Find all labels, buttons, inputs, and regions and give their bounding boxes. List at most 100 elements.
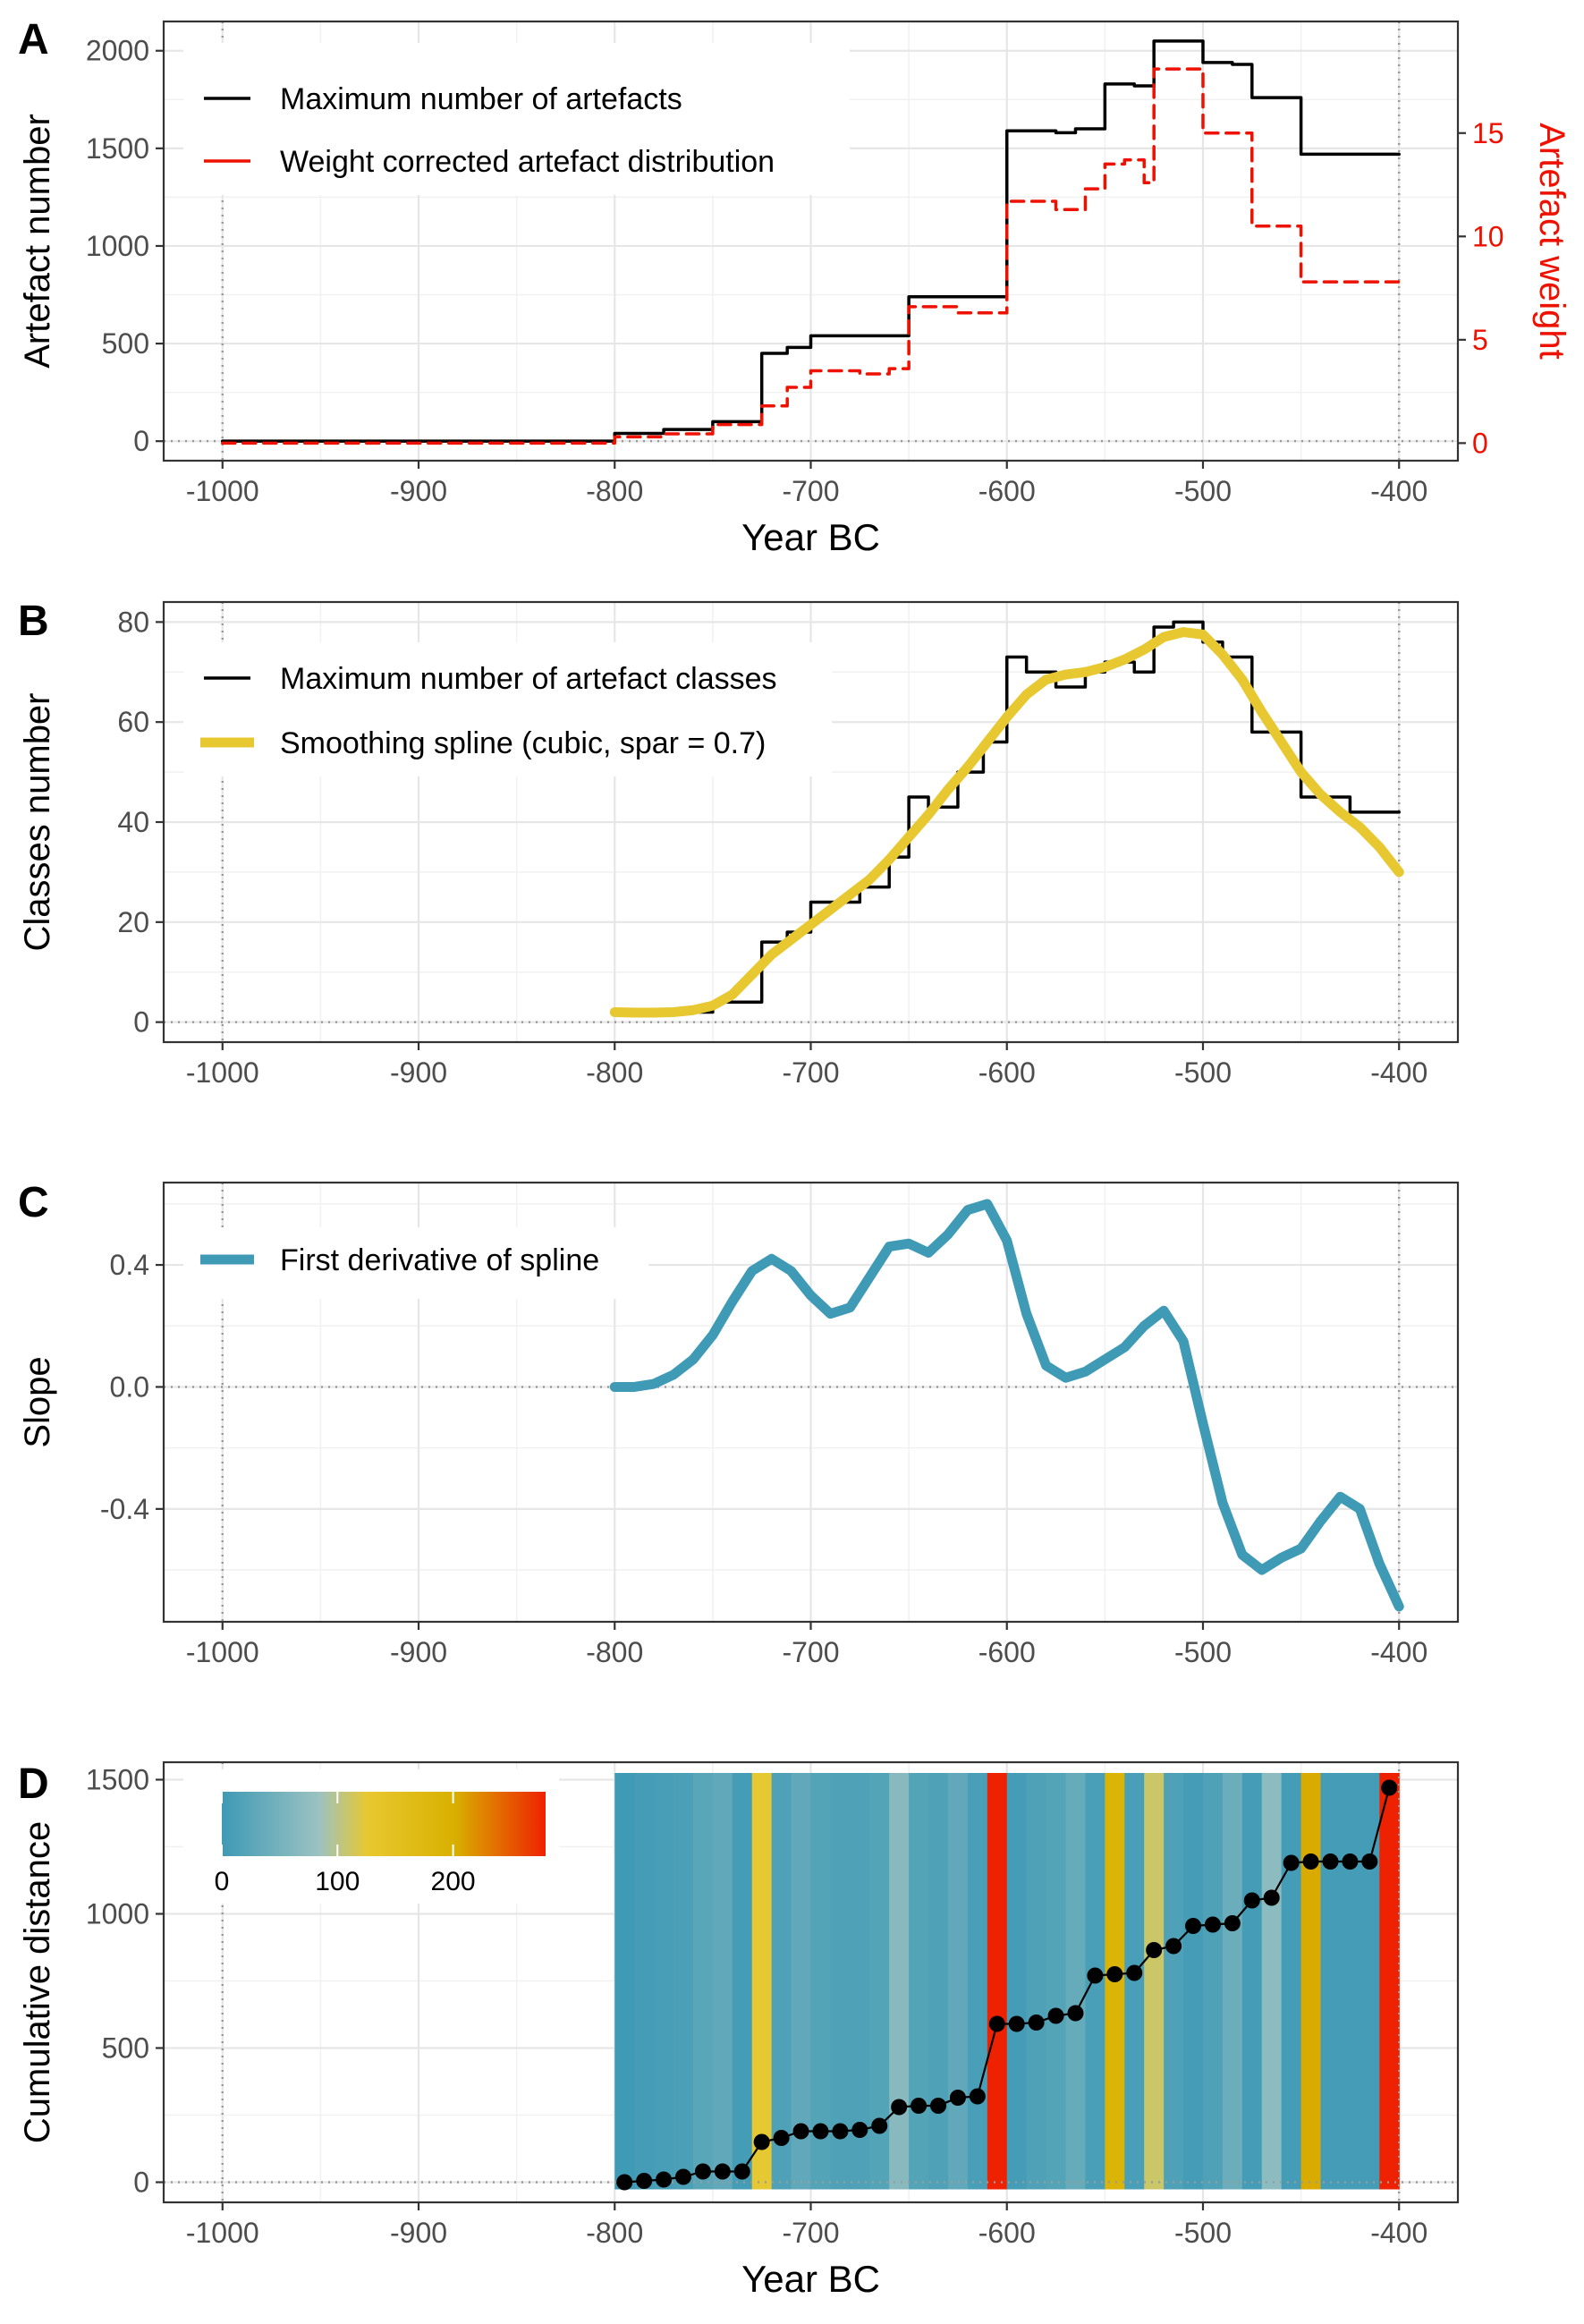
cumulative-distance-point	[969, 2088, 986, 2105]
heat-band	[1379, 1773, 1400, 2190]
heat-band	[909, 1773, 929, 2190]
cumulative-distance-point	[1283, 1854, 1300, 1871]
cumulative-distance-point	[1302, 1853, 1319, 1870]
heat-band	[928, 1773, 949, 2190]
panel-a-x-tick-label: -400	[1370, 475, 1427, 507]
panel-d-x-tick-label: -500	[1174, 2217, 1232, 2249]
panel-b-y-tick-label: 60	[117, 706, 149, 738]
colorbar-ticks: 0 100 200	[215, 1792, 476, 1896]
heat-band	[850, 1773, 870, 2190]
panel-a-x-tick-label: -700	[782, 475, 839, 507]
panel-b-x-tick-label: -1000	[186, 1056, 259, 1089]
panel-d-x-tick-label: -900	[390, 2217, 447, 2249]
panel-c-y-tick-label: 0.0	[110, 1370, 149, 1403]
heat-band	[1144, 1773, 1165, 2190]
cumulative-distance-point	[1047, 2007, 1064, 2024]
heat-band	[1065, 1773, 1087, 2190]
heat-band	[947, 1773, 969, 2190]
panel-c-x-tick-label: -600	[978, 1636, 1036, 1668]
panel-c-y-axis-title: Slope	[18, 1356, 57, 1447]
panel-b-x-tick-label: -700	[782, 1056, 839, 1089]
heat-band	[869, 1773, 890, 2190]
panel-d-x-tick-label: -600	[978, 2217, 1036, 2249]
panel-a-y2-tick-label: 10	[1472, 220, 1504, 252]
panel-b-y-axis-title: Classes number	[18, 692, 57, 951]
cumulative-distance-point	[1361, 1853, 1378, 1870]
panel-c-legend: First derivative of spline	[183, 1227, 648, 1299]
panel-d-x-tick-label: -1000	[186, 2217, 259, 2249]
cumulative-distance-point	[714, 2163, 731, 2180]
heat-band	[1300, 1773, 1322, 2190]
cumulative-distance-point	[1008, 2015, 1025, 2032]
heat-band	[771, 1773, 792, 2190]
panel-a-y2-tick-label: 0	[1472, 427, 1488, 459]
cumulative-distance-point	[1087, 1967, 1104, 1984]
heat-band	[1340, 1773, 1360, 2190]
cumulative-distance-point	[656, 2171, 673, 2188]
panel-c-series-1-line	[609, 1199, 1404, 1612]
cumulative-distance-point	[694, 2163, 711, 2180]
panel-a-y-tick-label: 0	[133, 425, 149, 457]
heat-band	[1281, 1773, 1302, 2190]
heat-band	[1202, 1773, 1224, 2190]
panel-a: -1000 -900 -800 -700 -600 -500 -40005001000150…	[18, 20, 1571, 558]
panel-a-x-tick-label: -500	[1174, 475, 1232, 507]
panel-letter-a: A	[18, 16, 49, 64]
heat-band	[967, 1773, 988, 2190]
panel-b-x-tick-label: -600	[978, 1056, 1036, 1089]
panel-c-x-tick-label: -700	[782, 1636, 839, 1668]
panel-b-y-tick-label: 40	[117, 806, 149, 838]
cumulative-distance-point	[616, 2174, 633, 2191]
panel-d-x-tick-label: -700	[782, 2217, 839, 2249]
panel-a-x-axis-title: Year BC	[741, 516, 880, 558]
panel-a-legend: Maximum number of artefacts Weight corre…	[183, 43, 850, 195]
heat-band	[889, 1773, 910, 2190]
heat-band	[1026, 1773, 1047, 2190]
panel-c-x-tick-label: -900	[390, 1636, 447, 1668]
panel-c-y-tick-label: 0.4	[110, 1249, 149, 1281]
colorbar-tick-label: 0	[215, 1867, 230, 1896]
panel-a-legend-box	[183, 43, 850, 195]
panel-a-x-tick-label: -900	[390, 475, 447, 507]
panel-d-x-axis-title: Year BC	[741, 2258, 880, 2300]
heat-band	[1320, 1773, 1342, 2190]
heat-band	[732, 1773, 753, 2190]
cumulative-distance-point	[832, 2123, 849, 2140]
panel-b-x-tick-label: -400	[1370, 1056, 1427, 1089]
heat-band	[810, 1773, 832, 2190]
heat-band	[791, 1773, 812, 2190]
cumulative-distance-point	[1342, 1853, 1359, 1870]
heat-band	[1261, 1773, 1283, 2190]
cumulative-distance-point	[733, 2163, 750, 2180]
cumulative-distance-point	[949, 2090, 966, 2106]
colorbar	[222, 1792, 546, 1856]
panel-letter-d: D	[18, 1760, 49, 1808]
cumulative-distance-point	[1322, 1853, 1339, 1870]
cumulative-distance-point	[1224, 1915, 1241, 1931]
panel-d-colorbar: 0 100 200	[183, 1769, 559, 1904]
heat-band	[614, 1773, 635, 2190]
panel-d-plot: -1000 -900 -800 -700 -600 -500 -40005001000150…	[18, 1760, 1460, 2300]
cumulative-distance-point	[1067, 2005, 1084, 2022]
panel-b-x-tick-label: -500	[1174, 1056, 1232, 1089]
panel-b-y-tick-label: 0	[133, 1006, 149, 1039]
panel-c-y-tick-label: -0.4	[100, 1493, 149, 1525]
legend-c1-label: First derivative of spline	[280, 1243, 599, 1277]
cumulative-distance-point	[1204, 1916, 1221, 1933]
panel-b-series-1-line	[613, 620, 1401, 1014]
colorbar-tick-label: 100	[315, 1867, 360, 1896]
heat-band	[634, 1773, 655, 2190]
panel-a-series-1-line	[221, 39, 1401, 443]
panel-a-series-2-line	[221, 67, 1401, 445]
panel-b: -1000 -900 -800 -700 -600 -500 -400 0 20 40 60 80 Cl…	[18, 600, 1460, 1089]
cumulative-distance-line	[624, 1787, 1391, 2184]
panel-d-y-tick-label: 500	[102, 2032, 149, 2065]
cumulative-distance-point	[1165, 1938, 1182, 1955]
panel-c-x-tick-label: -800	[586, 1636, 643, 1668]
panel-a-y-tick-label: 500	[102, 327, 149, 360]
cumulative-distance-point	[636, 2173, 653, 2189]
cumulative-distance-point	[911, 2098, 928, 2114]
colorbar-tick-label: 200	[431, 1867, 476, 1896]
heat-band	[830, 1773, 851, 2190]
panel-a-y-tick-label: 1000	[86, 230, 149, 262]
